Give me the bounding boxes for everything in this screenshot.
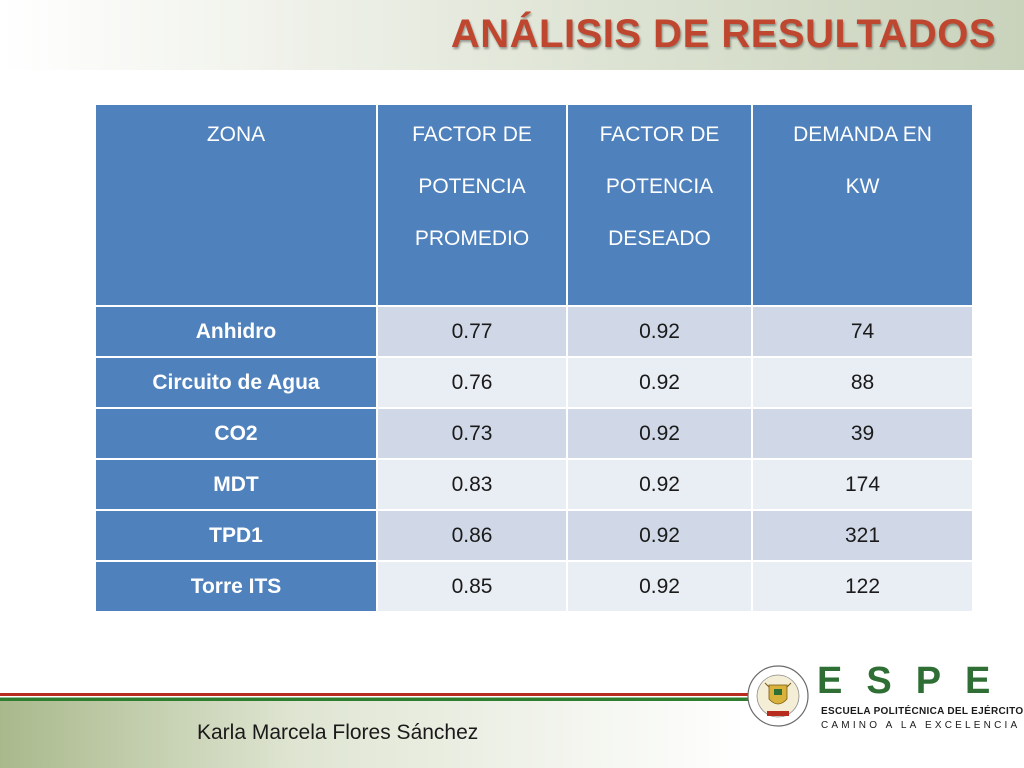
zona-cell: Anhidro (94, 305, 378, 358)
header-zona: ZONA (94, 103, 378, 307)
header-band (0, 0, 1024, 70)
header-line: DEMANDA EN (793, 123, 932, 146)
fp-deseado-cell: 0.92 (566, 407, 753, 460)
zona-cell: CO2 (94, 407, 378, 460)
university-seal-icon (747, 665, 809, 727)
table-row: MDT 0.83 0.92 174 (94, 458, 974, 511)
footer-band (0, 701, 745, 768)
fp-deseado-cell: 0.92 (566, 560, 753, 613)
header-line: POTENCIA (605, 175, 714, 198)
table-header-row: ZONA FACTOR DE POTENCIA PROMEDIO FACTOR … (94, 103, 974, 307)
author-name: Karla Marcela Flores Sánchez (197, 721, 479, 744)
demanda-cell: 122 (751, 560, 974, 613)
header-line: KW (845, 175, 880, 198)
fp-promedio-cell: 0.77 (376, 305, 568, 358)
table-row: Torre ITS 0.85 0.92 122 (94, 560, 974, 613)
fp-deseado-cell: 0.92 (566, 509, 753, 562)
header-demanda: DEMANDA EN KW (751, 103, 974, 307)
results-table: ZONA FACTOR DE POTENCIA PROMEDIO FACTOR … (94, 103, 974, 613)
header-line: FACTOR DE (599, 123, 720, 146)
footer-divider (0, 693, 750, 701)
fp-deseado-cell: 0.92 (566, 458, 753, 511)
table-row: TPD1 0.86 0.92 321 (94, 509, 974, 562)
zona-cell: Torre ITS (94, 560, 378, 613)
demanda-cell: 88 (751, 356, 974, 409)
fp-promedio-cell: 0.73 (376, 407, 568, 460)
demanda-cell: 174 (751, 458, 974, 511)
demanda-cell: 39 (751, 407, 974, 460)
fp-promedio-cell: 0.83 (376, 458, 568, 511)
zona-cell: Circuito de Agua (94, 356, 378, 409)
table-row: Circuito de Agua 0.76 0.92 88 (94, 356, 974, 409)
table-row: CO2 0.73 0.92 39 (94, 407, 974, 460)
fp-promedio-cell: 0.86 (376, 509, 568, 562)
fp-promedio-cell: 0.85 (376, 560, 568, 613)
slide-title: ANÁLISIS DE RESULTADOS (450, 12, 996, 56)
demanda-cell: 74 (751, 305, 974, 358)
fp-promedio-cell: 0.76 (376, 356, 568, 409)
header-line: DESEADO (608, 227, 711, 250)
zona-cell: TPD1 (94, 509, 378, 562)
fp-deseado-cell: 0.92 (566, 305, 753, 358)
header-line: POTENCIA (418, 175, 526, 198)
header-line: PROMEDIO (414, 227, 530, 250)
table-row: Anhidro 0.77 0.92 74 (94, 305, 974, 358)
header-fp-deseado: FACTOR DE POTENCIA DESEADO (566, 103, 753, 307)
institution-name: ESCUELA POLITÉCNICA DEL EJÉRCITO (821, 706, 1024, 717)
header-fp-promedio: FACTOR DE POTENCIA PROMEDIO (376, 103, 568, 307)
demanda-cell: 321 (751, 509, 974, 562)
fp-deseado-cell: 0.92 (566, 356, 753, 409)
zona-cell: MDT (94, 458, 378, 511)
institution-motto: CAMINO A LA EXCELENCIA (821, 720, 1021, 731)
header-line: FACTOR DE (412, 123, 532, 146)
header-line: ZONA (206, 123, 266, 146)
espe-logo-letters: ESPE (817, 660, 1015, 702)
